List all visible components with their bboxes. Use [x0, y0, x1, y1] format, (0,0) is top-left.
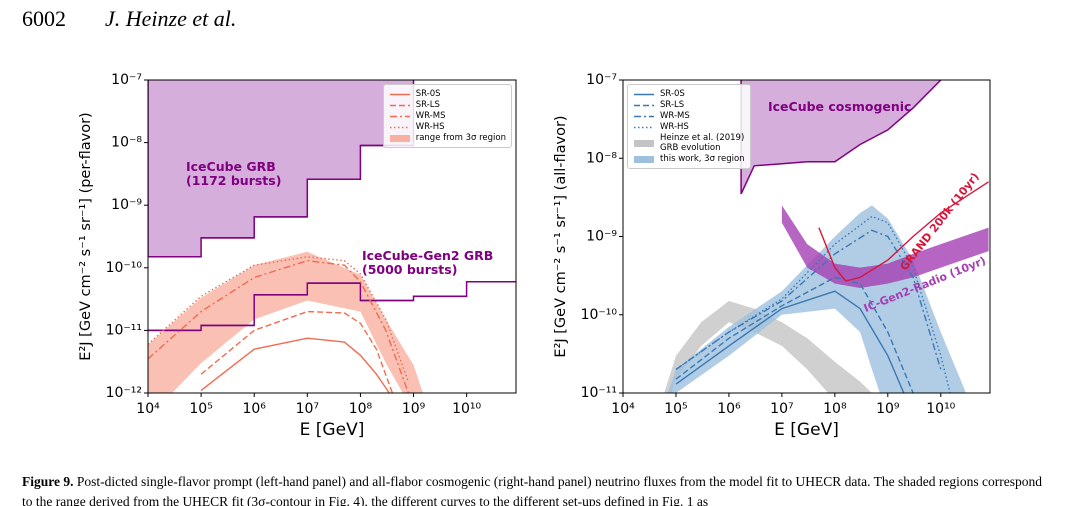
plot-area: [148, 80, 516, 393]
y-axis-label: E²J [GeV cm⁻² s⁻¹ sr⁻¹] (all-flavor): [553, 115, 569, 357]
legend-entry: this work, 3σ region: [633, 154, 745, 164]
legend-label: WR-HS: [660, 122, 689, 132]
x-tick-label: 10¹⁰: [926, 401, 955, 417]
legend-label: WR-HS: [415, 122, 445, 132]
figure: 10⁴ 10⁵ 10⁶ 10⁷ 10⁸ 10⁹ 10¹⁰ 10⁻¹² 10⁻¹¹ 10⁻¹⁰ 10⁻…: [78, 72, 991, 440]
legend-label: SR-LS: [660, 100, 685, 110]
x-axis-label: E [GeV]: [300, 420, 365, 440]
x-tick-label: 10⁵: [664, 401, 687, 417]
x-tick-label: 10⁴: [611, 401, 635, 417]
annotation: IceCube-Gen2 GRB (5000 bursts): [362, 248, 494, 277]
legend-swatch: [634, 139, 654, 147]
legend-swatch: [634, 126, 654, 128]
y-tick-label: 10⁻¹²: [106, 385, 142, 401]
x-tick-label: 10⁶: [242, 401, 266, 417]
legend-entry: SR-0S: [389, 89, 506, 99]
caption-label: Figure 9.: [22, 474, 74, 489]
legend-entry: WR-MS: [389, 111, 506, 121]
legend-swatch: [634, 155, 654, 163]
legend-label: SR-0S: [660, 89, 685, 99]
legend-label: WR-MS: [415, 111, 446, 121]
legend-swatch: [389, 134, 410, 142]
legend-swatch: [389, 115, 410, 117]
y-tick-label: 10⁻¹¹: [106, 322, 142, 338]
x-tick-label: 10⁸: [823, 401, 847, 417]
legend-entry: WR-HS: [633, 122, 745, 132]
annotation: IceCube GRB (1172 bursts): [186, 159, 282, 188]
band: [781, 205, 989, 288]
x-tick-label: 10⁹: [402, 401, 426, 417]
y-axis-label: E²J [GeV cm⁻² s⁻¹ sr⁻¹] (per-flavor): [78, 112, 94, 360]
legend-entry: SR-LS: [633, 100, 745, 110]
legend-label: range from 3σ region: [415, 133, 506, 143]
y-tick-label: 10⁻¹⁰: [581, 307, 618, 323]
legend-swatch: [634, 104, 654, 106]
legend-swatch: [389, 126, 410, 128]
x-tick-label: 10⁶: [717, 401, 741, 417]
legend-entry: WR-HS: [389, 122, 506, 132]
legend-entry: SR-0S: [633, 89, 745, 99]
annotation: IceCube cosmogenic: [768, 99, 912, 114]
curve: [675, 276, 914, 393]
legend-patch: [634, 155, 654, 163]
y-tick-label: 10⁻⁷: [111, 72, 142, 88]
y-tick-label: 10⁻⁷: [586, 72, 617, 88]
curve: [148, 256, 410, 383]
legend-label: this work, 3σ region: [660, 154, 745, 164]
plot-area: [664, 80, 989, 393]
curve: [675, 290, 905, 393]
x-tick-label: 10⁸: [349, 401, 373, 417]
legend-swatch: [389, 93, 410, 95]
legend: SR-0S SR-LS WR-MS WR-HS Heinze et al. (2019)…: [627, 84, 751, 169]
legend-label: SR-0S: [415, 89, 441, 99]
legend-patch: [389, 134, 410, 142]
curve: [148, 259, 410, 393]
y-tick-label: 10⁻⁸: [586, 150, 617, 166]
region-fill: [148, 80, 414, 257]
x-tick-label: 10⁵: [189, 401, 212, 417]
curve: [200, 337, 390, 393]
y-tick-label: 10⁻⁹: [111, 197, 142, 213]
x-axis-label: E [GeV]: [774, 420, 839, 440]
x-tick-label: 10¹⁰: [452, 401, 481, 417]
legend-entry: range from 3σ region: [389, 133, 506, 143]
legend-swatch: [634, 115, 654, 117]
legend: SR-0S SR-LS WR-MS WR-HS range from 3σ region: [382, 84, 512, 148]
legend-label: WR-MS: [660, 111, 690, 121]
axes-frame: [147, 79, 517, 394]
legend-patch: [634, 139, 654, 147]
legend-swatch: [389, 104, 410, 106]
band: [148, 251, 423, 393]
page-number: 6002: [22, 6, 66, 31]
x-tick-label: 10⁷: [770, 401, 793, 417]
region-fill: [741, 80, 941, 194]
x-tick-label: 10⁹: [876, 401, 900, 417]
curve: [818, 181, 989, 282]
y-tick-label: 10⁻¹⁰: [106, 260, 143, 276]
x-tick-label: 10⁷: [296, 401, 319, 417]
y-tick-label: 10⁻⁸: [111, 135, 142, 151]
legend-entry: SR-LS: [389, 100, 506, 110]
running-head: J. Heinze et al.: [105, 6, 237, 31]
legend-entry: Heinze et al. (2019) GRB evolution: [633, 133, 745, 153]
legend-label: SR-LS: [415, 100, 440, 110]
caption: Figure 9. Post-dicted single-flavor prom…: [22, 472, 1042, 506]
legend-label: Heinze et al. (2019) GRB evolution: [660, 133, 745, 153]
curve: [200, 310, 394, 393]
caption-text: Post-dicted single-flavor prompt (left-h…: [22, 474, 1042, 506]
band: [667, 205, 966, 393]
y-tick-label: 10⁻¹¹: [581, 385, 617, 401]
region-edge: [740, 80, 942, 195]
legend-entry: WR-MS: [633, 111, 745, 121]
y-tick-label: 10⁻⁹: [586, 229, 617, 245]
x-tick-label: 10⁴: [136, 401, 160, 417]
band: [664, 301, 872, 393]
legend-swatch: [634, 93, 654, 95]
